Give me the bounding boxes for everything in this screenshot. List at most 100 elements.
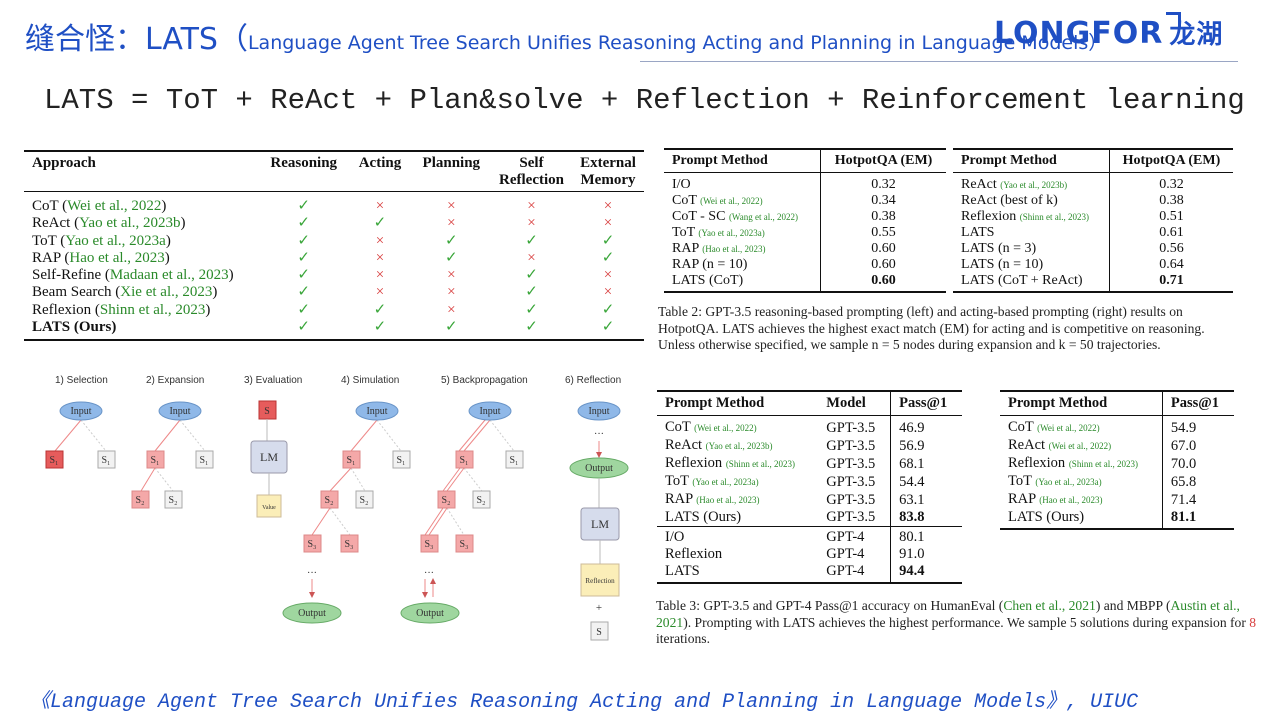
col-header: Prompt Method [664, 148, 821, 173]
node-label: S₃ [424, 539, 433, 550]
input-node [158, 401, 202, 421]
approach-name: Self-Refine (Madaan et al., 2023) [24, 267, 259, 284]
method-cell: Reflexion [657, 546, 818, 563]
method-cell: LATS [657, 563, 819, 584]
check-icon: ✓ [445, 232, 458, 249]
node-label: Output [298, 608, 326, 619]
method-name: Reflexion [665, 546, 723, 562]
method-name: ReAct [1008, 437, 1046, 453]
tree-edge [329, 467, 352, 492]
score-cell: 80.1 [890, 526, 962, 546]
output-node [400, 602, 460, 624]
table-row: ReAct (Yao et al., 2023b) ✓ ✓ × × × [24, 215, 644, 232]
table-row: CoT - SC (Wang et al., 2022) 0.38 [664, 209, 946, 225]
col-header: Acting [348, 150, 412, 192]
method-name: CoT - SC [672, 209, 726, 224]
check-icon: ✓ [411, 319, 492, 342]
caption-text: ). Prompting with LATS achieves the high… [683, 614, 1250, 630]
score-cell: 0.56 [1108, 241, 1233, 257]
table-row: ToT (Yao et al., 2023a) 0.55 [664, 225, 946, 241]
score-cell: 0.64 [1108, 257, 1233, 273]
table-row: RAP (Hao et al., 2023) GPT-3.5 63.1 [657, 491, 962, 509]
check-icon: ✓ [297, 267, 310, 284]
node-label: S₂ [359, 495, 368, 506]
plus-sign: + [596, 602, 602, 614]
score-cell: 63.1 [890, 491, 962, 509]
citation: Yao et al., 2023b [79, 215, 181, 232]
table-row: LATS (n = 3) 0.56 [953, 241, 1233, 257]
approach-name: LATS (Ours) [24, 319, 260, 342]
table-row: Self-Refine (Madaan et al., 2023) ✓ × × ✓ × [24, 267, 644, 284]
score-cell: 0.60 [820, 241, 946, 257]
slide-title-sub: Language Agent Tree Search Unifies Reaso… [247, 32, 1108, 54]
tree-edge [54, 419, 82, 452]
check-icon: ✓ [572, 319, 644, 342]
method-name: LATS (n = 10) [961, 257, 1044, 272]
logo-text: LONGFOR [994, 16, 1164, 51]
method-name: ToT [665, 473, 689, 489]
method-cell: CoT (Wei et al., 2022) [657, 416, 818, 438]
cross-icon: × [447, 267, 456, 284]
citation: Yao et al., 2023a [65, 232, 166, 249]
check-icon: ✓ [297, 284, 310, 301]
state-node [420, 534, 439, 553]
method-cell: LATS (CoT + ReAct) [953, 273, 1110, 293]
method-cell: Reflexion (Shinn et al., 2023) [1000, 455, 1162, 473]
method-cell: I/O [664, 173, 821, 194]
citation: (Hao et al., 2023) [1039, 495, 1103, 505]
cross-icon: × [527, 249, 536, 266]
table-row: LATS (CoT) 0.60 [664, 273, 946, 293]
check-icon: ✓ [525, 232, 538, 249]
citation: (Hao et al., 2023) [696, 495, 760, 505]
node-label: Reflection [585, 577, 615, 585]
tree-edge [311, 507, 331, 536]
check-icon: ✓ [601, 249, 615, 266]
method-cell: ReAct (Yao et al., 2023b) [953, 173, 1109, 194]
cross-icon: × [527, 198, 536, 214]
method-name: Self-Refine ( [32, 267, 110, 284]
method-cell: ReAct (best of k) [953, 193, 1109, 209]
node-label: S₂ [168, 495, 177, 506]
slide-title-main: 缝合怪：LATS（ [25, 22, 248, 57]
tree-edge [376, 419, 402, 452]
score-cell: 71.4 [1161, 491, 1234, 509]
paren: ) [180, 215, 186, 232]
score-cell: 67.0 [1161, 437, 1234, 455]
approach-name: CoT (Wei et al., 2022) [24, 192, 259, 216]
score-cell: 0.60 [820, 257, 946, 273]
method-cell: ReAct (Wei et al., 2022) [1000, 437, 1162, 455]
col-header: Prompt Method [1000, 390, 1163, 416]
method-name: LATS (Ours) [665, 509, 742, 525]
node-label: Output [585, 463, 613, 474]
node-label: S₁ [346, 455, 355, 466]
node-label: S₂ [135, 495, 144, 506]
reflection-node [580, 563, 620, 597]
cross-icon: × [603, 284, 613, 301]
lats-process-diagram: 1) Selection 2) Expansion 3) Evaluation … [45, 375, 629, 641]
score-cell: 91.0 [890, 546, 962, 563]
node-label: Input [588, 406, 609, 417]
node-label: S₁ [396, 455, 405, 466]
score-cell: 0.38 [1108, 193, 1233, 209]
node-label: S₁ [509, 455, 518, 466]
check-icon: ✓ [297, 249, 310, 266]
citation: (Wei et al., 2022) [1037, 423, 1100, 433]
method-name: RAP [665, 491, 693, 507]
method-cell: ToT (Yao et al., 2023a) [657, 473, 818, 491]
table-row: ReAct (Yao et al., 2023b) 0.32 [953, 172, 1233, 194]
score-cell: 81.1 [1161, 509, 1234, 530]
citation: (Wei et al., 2022) [700, 196, 763, 206]
tree-edge [428, 507, 448, 536]
check-icon: ✓ [297, 301, 310, 318]
method-cell: Reflexion (Shinn et al., 2023) [953, 209, 1109, 225]
state-node [303, 534, 322, 553]
node-label: LM [591, 517, 609, 531]
method-name: I/O [665, 529, 685, 545]
cross-icon: × [375, 249, 385, 266]
approach-comparison-table: Approach Reasoning Acting Planning Self Refl… [24, 150, 644, 342]
table-row: CoT (Wei et al., 2022) 0.34 [664, 193, 946, 209]
backprop-arrow [424, 502, 449, 536]
mbpp-table: Prompt Method Pass@1 CoT (Wei et al., 202… [1000, 390, 1234, 530]
state-node [340, 534, 359, 553]
cross-icon: × [375, 284, 385, 301]
